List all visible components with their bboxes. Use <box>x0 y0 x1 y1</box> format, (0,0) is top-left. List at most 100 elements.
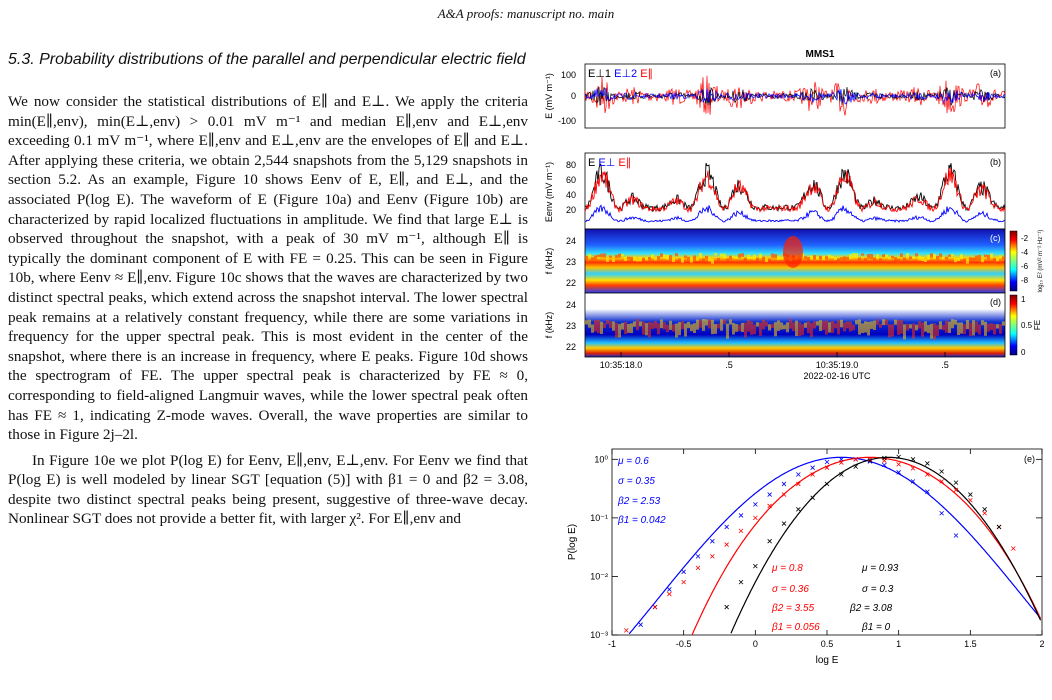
data-point <box>738 513 744 518</box>
spec-c-cell <box>606 258 609 262</box>
spec-c-cell <box>975 255 978 260</box>
spec-d-cell <box>873 320 876 330</box>
spec-d-cell <box>843 322 846 332</box>
spec-c-cell <box>915 253 918 257</box>
spec-c-cell <box>720 253 723 257</box>
page-header: A&A proofs: manuscript no. main <box>0 6 1052 22</box>
spec-d-cell <box>699 320 702 328</box>
spec-c-cell <box>645 257 648 261</box>
spec-c-cell <box>732 255 735 258</box>
data-point <box>882 462 887 468</box>
data-point <box>1011 546 1016 551</box>
panel-c-ytick-1: 24 <box>566 236 576 246</box>
e-xtick-label: 2 <box>1039 639 1044 649</box>
panel-d-label: (d) <box>990 297 1001 307</box>
e-ytick-label: 10⁻³ <box>590 630 608 640</box>
spec-d-cell <box>591 324 594 333</box>
data-point <box>896 462 901 467</box>
spec-c-cell <box>930 253 933 258</box>
spec-d-cell <box>765 321 768 327</box>
spec-c-cell <box>825 256 828 260</box>
legend-perp1: E⊥1 <box>588 68 611 80</box>
spec-d-cell <box>957 322 960 336</box>
spec-c-cell <box>777 256 780 261</box>
spec-d-cell <box>960 322 963 334</box>
spec-d-cell <box>969 322 972 337</box>
spec-c-cell <box>639 257 642 262</box>
data-point <box>767 538 772 544</box>
spec-c-cell <box>687 256 690 260</box>
spec-c-cell <box>891 255 894 259</box>
panel-c-ytick-2: 23 <box>566 257 576 267</box>
spec-c-cell <box>672 257 675 263</box>
spec-c-cell <box>894 257 897 262</box>
spec-d-cell <box>948 321 951 333</box>
data-point <box>968 497 973 503</box>
spec-c-cell <box>870 253 873 259</box>
spec-d-cell <box>594 320 597 332</box>
spec-c-cell <box>690 257 693 263</box>
spec-c-cell <box>600 253 603 258</box>
spec-d-cell <box>966 320 969 330</box>
spec-d-cell <box>768 324 771 331</box>
spec-d-cell <box>984 321 987 336</box>
spec-d-cell <box>819 320 822 331</box>
data-point <box>939 479 944 484</box>
panel-e-ticks <box>611 449 1043 636</box>
spec-c-cell <box>858 257 861 261</box>
time-date: 2022-02-16 UTC <box>803 371 871 381</box>
spec-c-cell <box>996 257 999 262</box>
spec-d-cell <box>624 321 627 335</box>
spec-d-cell <box>720 319 723 331</box>
spec-c-cell <box>627 256 630 260</box>
spec-d-cell <box>615 322 618 338</box>
data-point <box>839 460 844 465</box>
spec-c-cell <box>603 253 606 258</box>
spec-d-cell <box>825 320 828 335</box>
spec-c-cell <box>1002 256 1005 260</box>
data-point <box>681 579 686 585</box>
spec-d-cell <box>795 320 798 337</box>
stat-par-beta1: β1 = 0.056 <box>771 622 820 633</box>
e-xtick-label: 1.5 <box>964 639 977 649</box>
spec-d-cell <box>930 323 933 339</box>
cbar-c-tick-3: -6 <box>1021 262 1029 271</box>
stat-total-sigma: σ = 0.3 <box>862 584 894 595</box>
spectrogram-c-texture <box>585 236 1005 268</box>
spec-c-cell <box>882 254 885 257</box>
data-point <box>695 554 701 559</box>
spec-d-cell <box>735 324 738 332</box>
spec-c-cell <box>585 255 588 260</box>
panel-a-ytick-1: 100 <box>561 70 576 80</box>
panel-e-xticks: -1 -0.5 0 0.5 1 1.5 2 <box>608 639 1045 649</box>
panel-e: -1 -0.5 0 0.5 1 1.5 2 10⁰ 10⁻¹ 10⁻² 10⁻³ log E P(… <box>567 448 1045 666</box>
panel-b-ylabel: Eenv (mV m⁻¹) <box>544 162 554 222</box>
data-point <box>939 469 944 474</box>
spec-d-cell <box>747 320 750 332</box>
data-point <box>910 479 916 484</box>
spec-d-cell <box>651 322 654 329</box>
spec-c-cell <box>669 255 672 261</box>
panel-c: 24 23 22 f (kHz) (c) -2 -4 -6 -8 log₁₀ E… <box>544 228 1044 294</box>
spec-d-cell <box>972 320 975 336</box>
data-point <box>767 492 772 497</box>
spec-d-cell <box>891 324 894 337</box>
spec-c-cell <box>756 257 759 262</box>
panel-e-ylabel: P(log E) <box>567 524 578 560</box>
spec-d-cell <box>663 322 666 330</box>
spec-d-cell <box>732 322 735 335</box>
spec-c-cell <box>651 254 654 258</box>
spec-c-cell <box>876 254 879 259</box>
spec-d-cell <box>630 323 633 334</box>
spec-c-cell <box>735 256 738 260</box>
data-point <box>953 480 959 485</box>
spec-c-cell <box>681 257 684 263</box>
spec-c-cell <box>621 253 624 256</box>
spec-c-cell <box>834 257 837 260</box>
spec-d-cell <box>783 324 786 330</box>
spec-d-cell <box>810 323 813 337</box>
panel-a: 100 0 -100 E (mV m⁻¹) (a) E⊥1 E⊥2 E∥ <box>544 63 1006 129</box>
spec-c-cell <box>846 256 849 260</box>
e-xtick-label: -0.5 <box>676 639 692 649</box>
spec-c-cell <box>966 258 969 264</box>
